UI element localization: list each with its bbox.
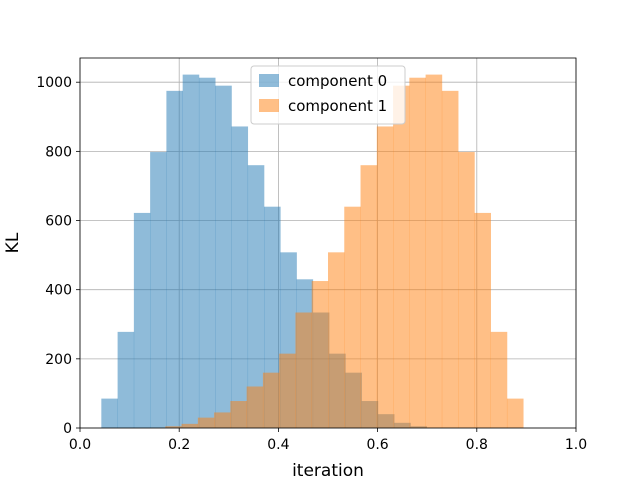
- histogram-bar-series-1: [360, 165, 378, 428]
- axes-frame: [79, 57, 577, 429]
- y-axis-label: KL: [3, 232, 23, 253]
- histogram-bar-series-0: [182, 74, 200, 428]
- histogram-bar-series-1: [474, 212, 491, 428]
- histogram-bar-series-1: [246, 386, 264, 428]
- histogram-bar-series-0: [215, 85, 232, 429]
- histogram-bar-series-1: [295, 312, 313, 428]
- histogram-bar-series-0: [150, 152, 167, 428]
- histogram-bar-series-1: [214, 412, 231, 428]
- x-axis-label: iteration: [292, 461, 364, 480]
- histogram-bar-series-0: [117, 331, 135, 428]
- histogram-bar-series-1: [181, 423, 199, 428]
- histogram-bar-series-1: [311, 281, 329, 428]
- x-tick-label: 0.8: [466, 437, 488, 453]
- y-tick-label: 800: [45, 144, 72, 160]
- legend-label: component 1: [288, 97, 387, 115]
- histogram-bar-series-0: [198, 77, 216, 429]
- legend: component 0 component 1: [250, 65, 406, 125]
- bars-group: [101, 74, 524, 429]
- histogram-bar-series-0: [133, 212, 151, 428]
- x-tick-label: 0.0: [69, 437, 91, 453]
- x-axis-ticks: 0.0 0.2 0.4 0.6 0.8 1.0: [69, 428, 587, 453]
- x-tick-label: 0.6: [366, 437, 388, 453]
- legend-swatch: [259, 99, 279, 112]
- y-tick-label: 200: [45, 352, 72, 368]
- histogram-bar-series-0: [247, 165, 265, 428]
- histogram-bar-series-0: [231, 126, 249, 429]
- histogram-bar-series-1: [230, 401, 247, 428]
- x-tick-label: 1.0: [565, 437, 587, 453]
- legend-label: component 0: [288, 72, 387, 90]
- y-tick-label: 0: [63, 421, 72, 437]
- plot-frame: [79, 57, 577, 429]
- x-tick-label: 0.4: [267, 437, 289, 453]
- histogram-bar-series-1: [441, 90, 459, 428]
- histogram-bar-series-1: [262, 372, 280, 428]
- histogram-bar-series-1: [165, 426, 182, 428]
- histogram-bar-series-0: [101, 398, 118, 428]
- legend-swatch: [259, 74, 279, 87]
- histogram-bar-series-1: [409, 77, 426, 429]
- x-tick-label: 0.2: [168, 437, 190, 453]
- y-axis-ticks: 0 200 400 600 800 1000: [36, 75, 80, 437]
- histogram-bar-series-1: [197, 417, 215, 428]
- legend-box: [250, 65, 406, 125]
- histogram-bar-series-0: [166, 90, 183, 428]
- histogram-bar-series-1: [344, 206, 361, 428]
- y-tick-label: 600: [45, 214, 72, 230]
- y-tick-label: 400: [45, 283, 72, 299]
- histogram-bar-series-1: [490, 331, 508, 428]
- histogram-bar-series-1: [279, 353, 296, 428]
- histogram-bar-series-1: [506, 398, 524, 428]
- histogram-bar-series-1: [425, 74, 443, 428]
- histogram-bar-series-1: [458, 152, 475, 428]
- histogram-bar-series-1: [393, 85, 410, 429]
- histogram-bar-series-1: [376, 126, 394, 429]
- y-tick-label: 1000: [36, 75, 72, 91]
- histogram-bar-series-1: [328, 252, 345, 428]
